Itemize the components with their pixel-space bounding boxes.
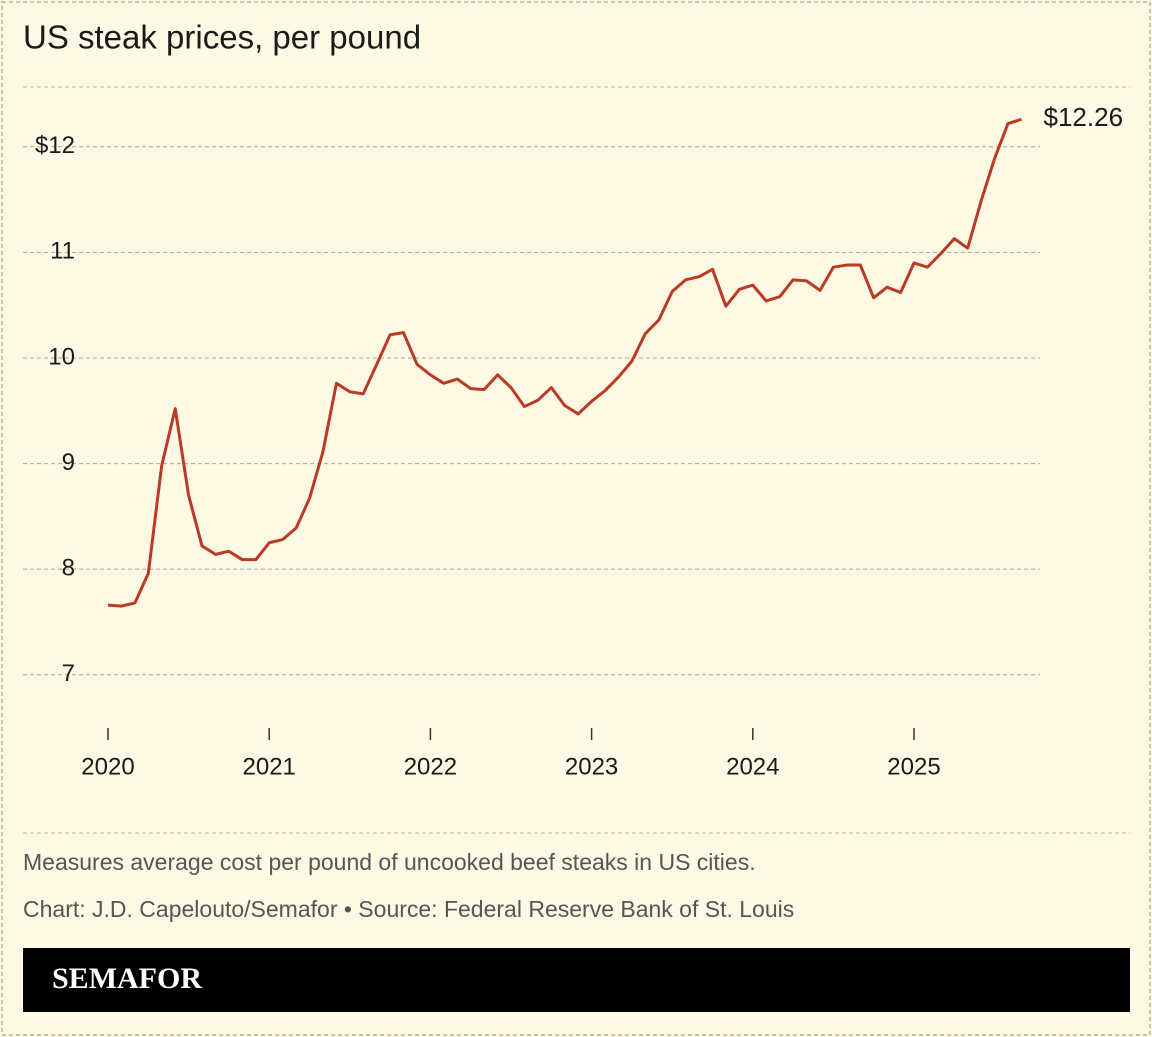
y-tick-label: 11 xyxy=(50,238,75,265)
x-tick-label: 2022 xyxy=(404,753,457,780)
x-tick-label: 2024 xyxy=(726,753,779,780)
line xyxy=(107,117,1022,608)
x-tick-label: 2020 xyxy=(81,753,134,780)
x-tick-label: 2023 xyxy=(565,753,618,780)
y-tick-label: 9 xyxy=(62,449,75,476)
source: Chart: J.D. Capelouto/Semafor • Source: … xyxy=(23,896,794,922)
y-tick-label: 8 xyxy=(62,555,75,582)
footer-bar xyxy=(23,948,1130,1012)
chart-title: US steak prices, per pound xyxy=(23,19,421,56)
y-tick-label: $12 xyxy=(35,132,75,159)
y-tick-label: 10 xyxy=(48,343,75,370)
note: Measures average cost per pound of uncoo… xyxy=(23,849,756,875)
x-tick-label: 2021 xyxy=(243,753,296,780)
x-tick-label: 2025 xyxy=(887,753,940,780)
brand: SEMAFOR xyxy=(52,962,202,995)
value-label: $12.26 xyxy=(1044,102,1124,132)
y-tick-label: 7 xyxy=(62,660,75,687)
